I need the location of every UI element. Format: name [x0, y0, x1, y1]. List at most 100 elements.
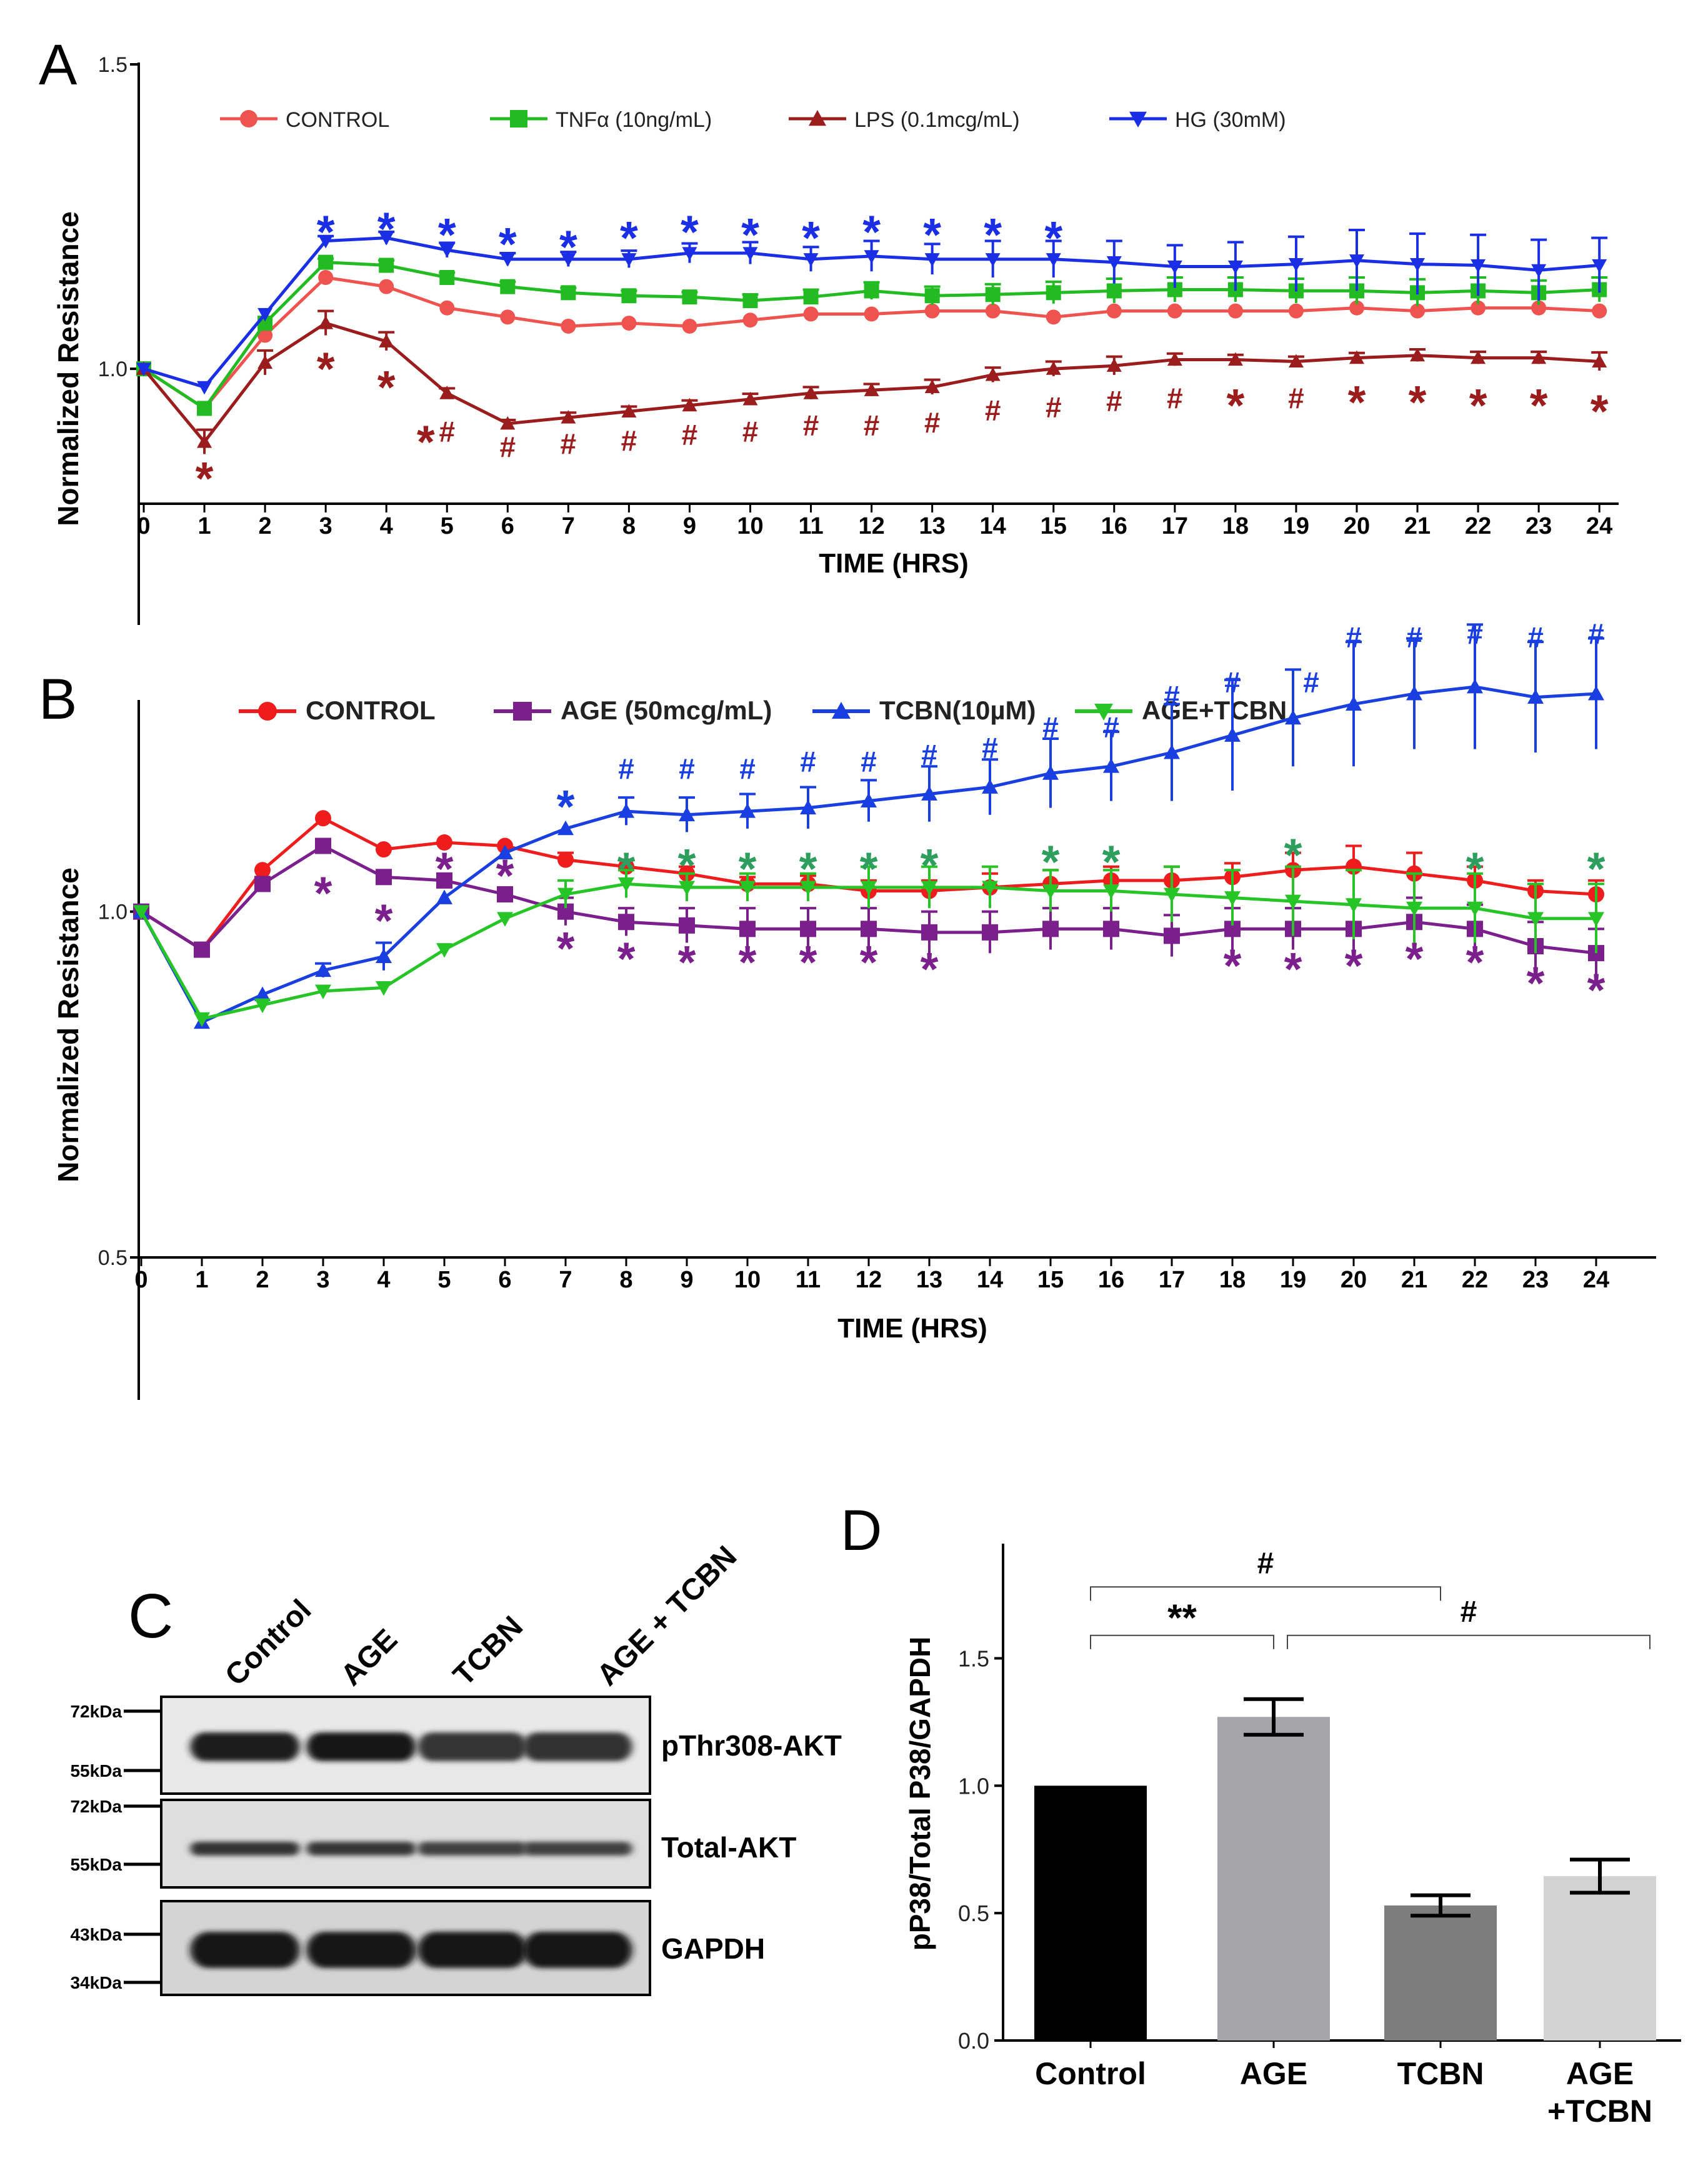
chart-a-point-tnf-10ng-ml [924, 288, 940, 304]
chart-b-x-tick-label: 6 [498, 1267, 511, 1293]
chart-b-point-age-50mcg-ml [982, 924, 998, 941]
chart-b-significance-mark: * [1345, 940, 1363, 992]
chart-b-x-tick-label: 17 [1159, 1267, 1185, 1293]
blot-band-control [190, 1932, 300, 1968]
chart-a-point-tnf-10ng-ml [803, 289, 819, 305]
chart-b-x-tick-label: 22 [1462, 1267, 1488, 1293]
chart-b-significance-mark: # [1346, 621, 1362, 654]
chart-a-significance-mark: * [1348, 376, 1366, 428]
chart-a-legend-label-hg-30mm: HG (30mM) [1175, 108, 1286, 132]
chart-a-point-lps-0-1mcg-ml [257, 355, 273, 369]
chart-b-point-age-50mcg-ml [436, 872, 452, 889]
chart-b-significance-mark: # [739, 752, 756, 785]
chart-a-significance-mark: * [1469, 379, 1487, 431]
chart-b-point-control [436, 834, 452, 851]
chart-a-x-tick-label: 12 [858, 513, 884, 539]
chart-b-significance-mark: # [1527, 621, 1544, 654]
chart-b-x-tick-label: 2 [256, 1267, 269, 1293]
chart-a-point-hg-30mm [1106, 256, 1122, 270]
chart-b-point-tcbn-10-m [921, 786, 937, 801]
chart-a-legend-marker-control [240, 110, 257, 127]
chart-a-point-control [1288, 303, 1304, 319]
chart-a-x-tick-label: 2 [259, 513, 272, 539]
chart-d-y-tick-label: 1.5 [958, 1646, 989, 1671]
chart-a-point-hg-30mm [1227, 260, 1243, 274]
chart-a-point-lps-0-1mcg-ml [1106, 358, 1122, 372]
chart-b-x-tick-label: 20 [1341, 1267, 1367, 1293]
chart-b-x-tick-label: 23 [1522, 1267, 1549, 1293]
chart-a-point-tnf-10ng-ml [682, 289, 697, 305]
chart-b-point-age-tcbn [315, 984, 331, 999]
chart-a-point-hg-30mm [1471, 259, 1486, 273]
blot-band-control [190, 1732, 300, 1761]
chart-a-point-control [985, 303, 1001, 319]
chart-b-significance-mark: * [1102, 836, 1121, 888]
blot-band-age [306, 1842, 416, 1856]
blot-band-tcbn [417, 1842, 527, 1856]
chart-a-significance-mark: * [862, 206, 881, 257]
chart-a-point-control [1106, 303, 1122, 319]
blot-protein-label: GAPDH [661, 1932, 765, 1965]
chart-a-significance-mark: # [561, 427, 577, 460]
blot-band-age-tcbn [522, 1732, 632, 1761]
chart-d-category-label: +TCBN [1547, 2094, 1652, 2129]
chart-a-point-tnf-10ng-ml [621, 288, 637, 304]
chart-b-x-tick-label: 16 [1098, 1267, 1124, 1293]
chart-d-bar-age-tcbn [1544, 1876, 1656, 2041]
blot-marker-label: 43kDa [70, 1925, 122, 1944]
chart-b-point-age-tcbn [861, 881, 877, 896]
chart-a-point-control [1227, 303, 1243, 319]
chart-b-y-tick-label: 1.0 [98, 901, 127, 924]
chart-a-point-control [621, 316, 637, 331]
chart-b-x-tick-label: 9 [680, 1267, 693, 1293]
chart-b-x-tick-label: 11 [796, 1267, 821, 1293]
chart-b-point-age-tcbn [1527, 912, 1544, 927]
chart-a-x-tick-label: 20 [1344, 513, 1370, 539]
chart-b-point-age-50mcg-ml [315, 837, 331, 854]
chart-a-point-hg-30mm [561, 253, 576, 267]
chart-d-significance-label: ** [1167, 1597, 1197, 1639]
chart-a-significance-mark: * [741, 209, 759, 261]
chart-a-point-lps-0-1mcg-ml [1531, 350, 1547, 364]
chart-b-significance-mark: * [739, 843, 757, 895]
chart-b-legend-marker-age-50mcg-ml [513, 702, 532, 721]
chart-b-significance-mark: * [921, 943, 939, 995]
chart-b-x-tick-label: 1 [195, 1267, 208, 1293]
chart-b-significance-mark: * [557, 781, 575, 832]
chart-b-point-tcbn-10-m [315, 962, 331, 977]
blot-marker-label: 72kDa [70, 1702, 122, 1721]
chart-b-x-tick-label: 0 [134, 1267, 147, 1293]
chart-b-significance-mark: * [617, 843, 636, 895]
chart-a-point-hg-30mm [864, 250, 879, 264]
chart-a-point-tnf-10ng-ml [742, 293, 758, 309]
chart-a-legend-marker-tnf-10ng-ml [510, 110, 527, 127]
chart-b-point-age-tcbn [254, 998, 271, 1014]
chart-a-point-tnf-10ng-ml [439, 270, 455, 285]
chart-a-significance-mark: * [438, 209, 456, 261]
chart-b-point-age-tcbn [133, 905, 149, 920]
chart-b-point-tcbn-10-m [1285, 709, 1301, 725]
chart-a-significance-mark: * [1044, 212, 1062, 264]
chart-b-y-axis-title: Normalized Resistance [52, 867, 84, 1182]
chart-b-point-tcbn-10-m [1406, 686, 1422, 701]
chart-b-legend-label-age-tcbn: AGE+TCBN [1142, 696, 1287, 725]
chart-b-x-axis-title: TIME (HRS) [837, 1313, 987, 1344]
chart-b-significance-mark: # [982, 732, 998, 764]
chart-d-p38-bar: 0.0 0.5 1.0 1.5 pP38/Total P38/GAPDH Control A… [904, 1544, 1681, 2129]
blot-panel-pthr308-akt: 72kDa 55kDa pThr308-AKT [70, 1696, 842, 1795]
chart-b-x-tick-label: 3 [316, 1267, 329, 1293]
chart-b-significance-mark: * [1527, 957, 1545, 1009]
chart-a-point-lps-0-1mcg-ml [1349, 350, 1364, 364]
blot-marker-label: 55kDa [70, 1855, 122, 1874]
chart-a-point-lps-0-1mcg-ml [682, 397, 697, 412]
chart-a-point-control [257, 327, 273, 343]
chart-a-point-tnf-10ng-ml [864, 283, 879, 299]
western-blot: Control AGE TCBN AGE + TCBN 72kDa 55kDa pThr30… [70, 1540, 842, 1996]
chart-a-significance-mark: # [924, 406, 941, 439]
chart-b-legend-marker-age-tcbn [1094, 704, 1113, 721]
chart-a-x-tick-label: 11 [798, 513, 823, 539]
blot-protein-label: Total-AKT [661, 1831, 796, 1864]
chart-a-legend-label-control: CONTROL [286, 108, 389, 132]
chart-b-point-age-tcbn [1285, 894, 1301, 910]
chart-a-point-lps-0-1mcg-ml [1288, 354, 1304, 368]
